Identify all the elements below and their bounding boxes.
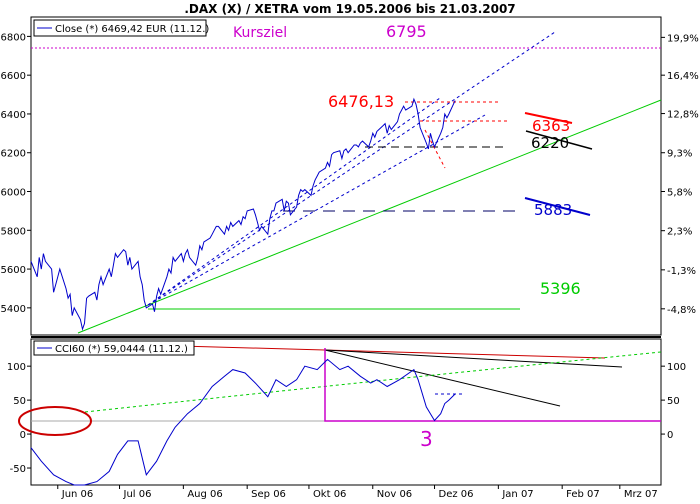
kursziel-label: Kursziel bbox=[233, 25, 287, 41]
price-series-line bbox=[30, 97, 456, 332]
cci-legend-box bbox=[33, 340, 195, 356]
price-legend: Close (*) 6469,42 EUR (11.12.) bbox=[33, 19, 209, 37]
price-y-tick-label-right: 12,8% bbox=[667, 110, 699, 121]
uptrend-line bbox=[77, 99, 662, 334]
cci-y-tick-label-right: 0 bbox=[667, 430, 673, 441]
cci-y-tick-label-right: 100 bbox=[667, 362, 686, 373]
cci-y-tick-label-left: 0 bbox=[20, 430, 26, 441]
price-y-tick-label-right: 5,8% bbox=[667, 188, 692, 199]
fan-line-1 bbox=[147, 31, 556, 306]
projection-line-5883 bbox=[524, 197, 591, 216]
price-y-tick-label-right: 16,4% bbox=[667, 71, 699, 82]
x-tick-label: Dez 06 bbox=[439, 489, 474, 500]
kursziel-value: 6795 bbox=[386, 22, 427, 41]
level-6363-label: 6363 bbox=[532, 117, 570, 135]
price-annotations: Kursziel 6795 6476,13 6363 6220 5883 539… bbox=[233, 22, 581, 298]
cci-y-tick-label-right: 50 bbox=[667, 396, 680, 407]
x-tick-label: Mrz 07 bbox=[624, 489, 658, 500]
cci-annotation-3: 3 bbox=[420, 427, 433, 451]
x-tick-label: Aug 06 bbox=[187, 489, 222, 500]
high-label: 6476,13 bbox=[328, 92, 394, 111]
price-y-tick-label-right: 2,3% bbox=[667, 227, 692, 238]
price-y-tick-label-left: 5400 bbox=[1, 304, 26, 315]
cci-y-tick-label-left: 50 bbox=[13, 396, 26, 407]
price-legend-box bbox=[33, 19, 207, 37]
cci-legend-label: CCI60 (*) 59,0444 (11.12.) bbox=[55, 344, 188, 355]
price-legend-label: Close (*) 6469,42 EUR (11.12.) bbox=[55, 24, 209, 35]
price-y-tick-label-left: 6200 bbox=[1, 149, 26, 160]
x-tick-label: Sep 06 bbox=[251, 489, 286, 500]
fan-line-2 bbox=[147, 114, 486, 306]
projection-line-6363 bbox=[524, 112, 573, 124]
cci-black-line-2 bbox=[324, 349, 623, 368]
cci-black-trend bbox=[324, 349, 561, 407]
cci-series-line bbox=[30, 358, 456, 486]
cci-legend: CCI60 (*) 59,0444 (11.12.) bbox=[33, 340, 195, 356]
price-y-tick-label-right: -4,8% bbox=[667, 305, 696, 316]
price-axes: 5400 5600 5800 6000 6200 6400 6600 6800 -4,8% -1,… bbox=[1, 32, 699, 315]
x-tick-label: Feb 07 bbox=[566, 489, 600, 500]
cci-green-curve bbox=[84, 351, 662, 413]
cci-y-tick-label-left: -50 bbox=[10, 464, 26, 475]
price-y-tick-label-right: 19,9% bbox=[667, 33, 699, 44]
projection-line-6220 bbox=[525, 130, 593, 150]
x-tick-label: Nov 06 bbox=[377, 489, 412, 500]
price-y-tick-label-left: 6000 bbox=[1, 188, 26, 199]
cci-red-ellipse bbox=[18, 406, 92, 436]
cci-panel-frame bbox=[30, 338, 662, 486]
x-tick-label: Jun 06 bbox=[61, 489, 94, 500]
level-5396-label: 5396 bbox=[540, 279, 581, 298]
cci-axes: -50 0 50 100 0 50 100 bbox=[7, 362, 686, 475]
x-axis: Jun 06 Jul 06 Aug 06 Sep 06 Okt 06 Nov 06 Dez … bbox=[57, 485, 658, 500]
cci-y-tick-label-left: 100 bbox=[7, 362, 26, 373]
cci-magenta-bracket bbox=[324, 348, 661, 422]
price-y-tick-label-left: 5600 bbox=[1, 265, 26, 276]
price-y-tick-label-right: 9,3% bbox=[667, 149, 692, 160]
price-y-tick-label-right: -1,3% bbox=[667, 266, 696, 277]
x-tick-label: Okt 06 bbox=[313, 489, 347, 500]
x-tick-label: Jan 07 bbox=[501, 489, 533, 500]
level-6220-label: 6220 bbox=[531, 134, 569, 152]
x-tick-label: Jul 06 bbox=[123, 489, 152, 500]
price-y-tick-label-left: 6400 bbox=[1, 110, 26, 121]
price-y-tick-label-left: 6800 bbox=[1, 32, 26, 43]
price-y-tick-label-left: 5800 bbox=[1, 226, 26, 237]
red-dashed-drop bbox=[424, 129, 446, 169]
price-y-tick-label-left: 6600 bbox=[1, 71, 26, 82]
price-panel-frame bbox=[30, 16, 662, 336]
chart-title: .DAX (X) / XETRA vom 19.05.2006 bis 21.0… bbox=[184, 2, 515, 16]
level-5883-label: 5883 bbox=[534, 201, 572, 219]
